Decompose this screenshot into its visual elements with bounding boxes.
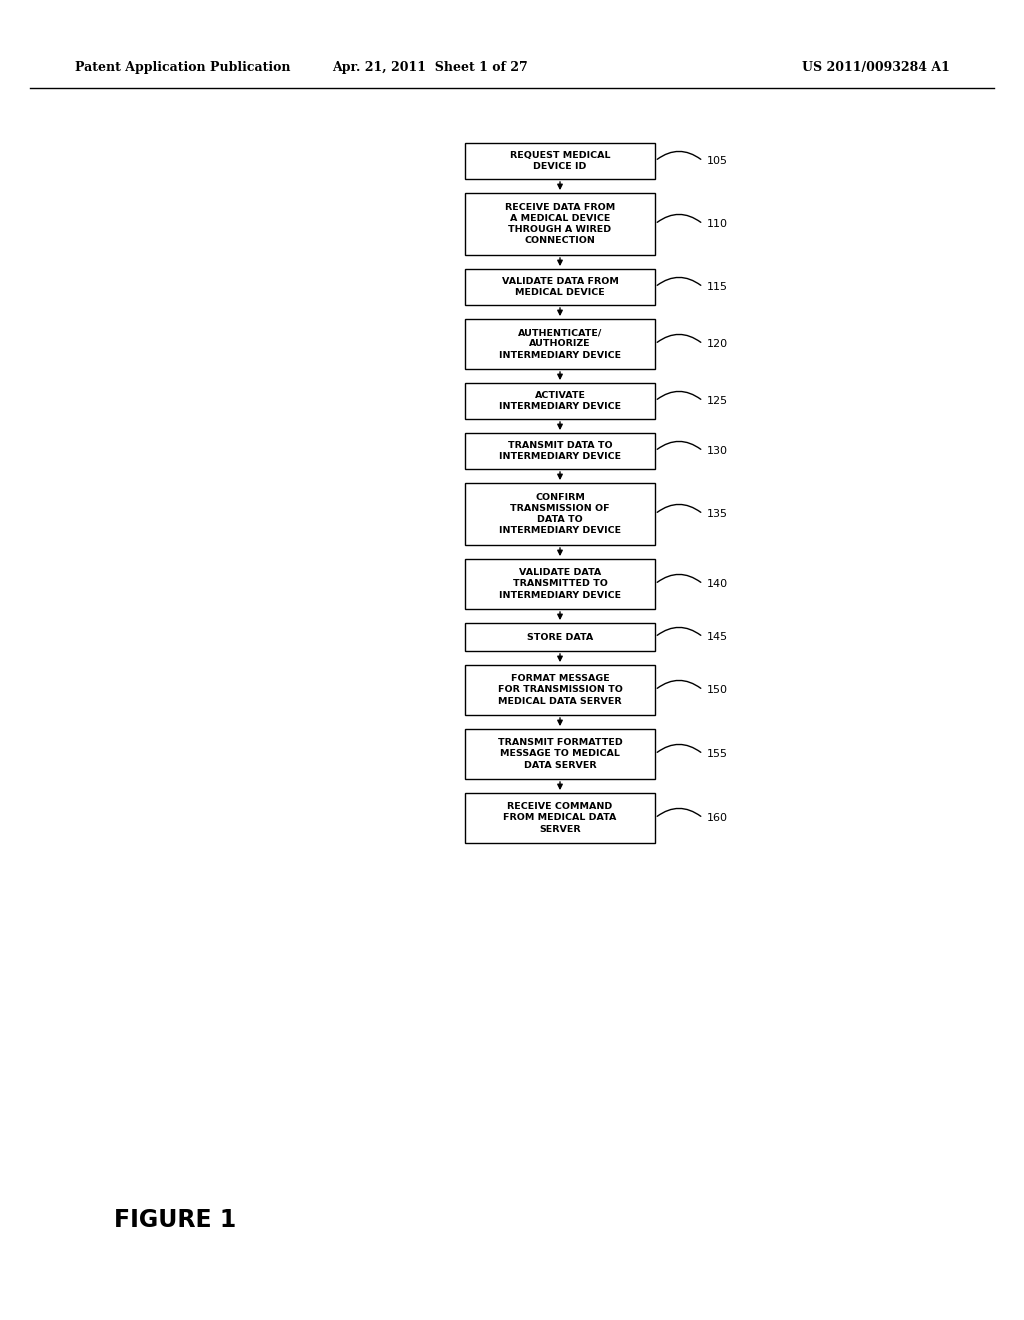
Text: 150: 150 (707, 685, 728, 696)
Text: TRANSMIT DATA TO
INTERMEDIARY DEVICE: TRANSMIT DATA TO INTERMEDIARY DEVICE (499, 441, 622, 461)
Bar (465, 269, 655, 305)
Text: STORE DATA: STORE DATA (527, 632, 593, 642)
Bar (465, 319, 655, 370)
Text: 155: 155 (707, 748, 728, 759)
Bar (465, 729, 655, 779)
Text: FIGURE 1: FIGURE 1 (114, 1208, 237, 1232)
Text: 105: 105 (707, 156, 728, 166)
Text: 160: 160 (707, 813, 728, 822)
Text: VALIDATE DATA FROM
MEDICAL DEVICE: VALIDATE DATA FROM MEDICAL DEVICE (502, 277, 618, 297)
Bar (465, 793, 655, 843)
Bar (465, 143, 655, 180)
Text: 125: 125 (707, 396, 728, 407)
Bar (465, 433, 655, 469)
Text: 145: 145 (707, 632, 728, 642)
Text: RECEIVE COMMAND
FROM MEDICAL DATA
SERVER: RECEIVE COMMAND FROM MEDICAL DATA SERVER (504, 803, 616, 834)
Text: AUTHENTICATE/
AUTHORIZE
INTERMEDIARY DEVICE: AUTHENTICATE/ AUTHORIZE INTERMEDIARY DEV… (499, 329, 622, 359)
Text: CONFIRM
TRANSMISSION OF
DATA TO
INTERMEDIARY DEVICE: CONFIRM TRANSMISSION OF DATA TO INTERMED… (499, 492, 622, 535)
Bar (465, 665, 655, 715)
Bar (465, 558, 655, 609)
Text: VALIDATE DATA
TRANSMITTED TO
INTERMEDIARY DEVICE: VALIDATE DATA TRANSMITTED TO INTERMEDIAR… (499, 569, 622, 599)
Text: ACTIVATE
INTERMEDIARY DEVICE: ACTIVATE INTERMEDIARY DEVICE (499, 391, 622, 411)
Text: 115: 115 (707, 282, 728, 292)
Text: 135: 135 (707, 510, 728, 519)
Bar (465, 623, 655, 651)
Text: Patent Application Publication: Patent Application Publication (75, 62, 291, 74)
Bar (465, 383, 655, 418)
Text: FORMAT MESSAGE
FOR TRANSMISSION TO
MEDICAL DATA SERVER: FORMAT MESSAGE FOR TRANSMISSION TO MEDIC… (498, 675, 623, 706)
Bar (465, 193, 655, 255)
Text: 110: 110 (707, 219, 728, 228)
Text: REQUEST MEDICAL
DEVICE ID: REQUEST MEDICAL DEVICE ID (510, 150, 610, 172)
Text: US 2011/0093284 A1: US 2011/0093284 A1 (802, 62, 950, 74)
Text: TRANSMIT FORMATTED
MESSAGE TO MEDICAL
DATA SERVER: TRANSMIT FORMATTED MESSAGE TO MEDICAL DA… (498, 738, 623, 770)
Text: 120: 120 (707, 339, 728, 348)
Text: 140: 140 (707, 579, 728, 589)
Bar (465, 483, 655, 545)
Text: 130: 130 (707, 446, 728, 455)
Text: Apr. 21, 2011  Sheet 1 of 27: Apr. 21, 2011 Sheet 1 of 27 (332, 62, 528, 74)
Text: RECEIVE DATA FROM
A MEDICAL DEVICE
THROUGH A WIRED
CONNECTION: RECEIVE DATA FROM A MEDICAL DEVICE THROU… (505, 203, 615, 246)
